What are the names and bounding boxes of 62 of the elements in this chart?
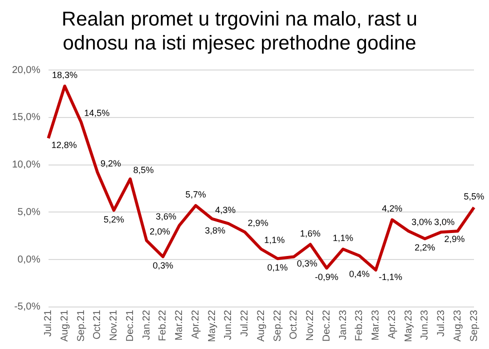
data-label: 3,0% — [412, 217, 432, 228]
x-tick-label: Feb.22 — [158, 310, 169, 342]
data-label: 18,3% — [52, 70, 78, 80]
data-label: 1,1% — [264, 235, 285, 246]
x-tick-label: Sep.23 — [468, 310, 480, 342]
data-label: 12,8% — [51, 140, 77, 150]
data-label: 5,2% — [104, 214, 124, 224]
x-tick-label: Jun.22 — [223, 310, 234, 340]
x-tick-label: Sep.22 — [272, 310, 284, 342]
x-tick-label: Jan.23 — [338, 310, 349, 340]
data-label: 14,5% — [84, 108, 110, 118]
x-tick-label: Jul.21 — [43, 310, 54, 337]
x-tick-label: Sep.21 — [76, 310, 87, 342]
data-label: 2,2% — [414, 242, 436, 253]
x-tick-label: Aug.22 — [256, 310, 267, 342]
data-label: 4,3% — [215, 204, 236, 215]
x-tick-label: Oct.21 — [92, 310, 104, 340]
x-tick-label: Nov.21 — [108, 310, 120, 341]
data-label: 3,8% — [204, 226, 226, 236]
y-tick-label: 10,0% — [12, 160, 40, 171]
data-label: 9,2% — [100, 158, 121, 168]
x-tick-label: Feb.23 — [354, 310, 366, 342]
y-tick-label: -5,0% — [14, 302, 40, 313]
x-tick-label: Apr.23 — [386, 310, 398, 339]
x-tick-label: Aug.21 — [59, 310, 70, 342]
text: odnosu na isti mjesec prethodne godine — [62, 32, 416, 55]
text: Realan promet u trgovini na malo, rast u — [62, 8, 418, 31]
x-tick-label: Nov.22 — [305, 310, 316, 341]
x-tick-label: May.23 — [403, 310, 414, 342]
x-tick-label: Aug.23 — [452, 310, 464, 342]
data-label: 1,1% — [332, 233, 354, 244]
x-tick-label: Mar.22 — [174, 310, 186, 341]
y-tick-label: 0,0% — [18, 254, 40, 266]
x-tick-label: Jan.22 — [141, 310, 152, 340]
data-label: 2,9% — [248, 218, 268, 228]
data-label: 2,0% — [150, 226, 170, 237]
x-tick-label: May.22 — [206, 310, 218, 342]
x-tick-label: Oct.22 — [288, 310, 300, 340]
x-tick-label: Dec.21 — [124, 310, 136, 342]
x-tick-label: Jul.23 — [436, 310, 448, 337]
y-tick-label: 20,0% — [12, 64, 40, 76]
data-label: 0,1% — [267, 262, 288, 273]
data-label: 5,7% — [185, 190, 206, 200]
data-label: 0,4% — [349, 268, 370, 279]
x-tick-label: Apr.22 — [190, 310, 202, 339]
data-label: 0,3% — [152, 260, 174, 271]
data-label: 0,3% — [296, 258, 318, 269]
data-label: 4,2% — [382, 204, 402, 214]
data-label: 8,5% — [133, 164, 154, 175]
data-label: 3,0% — [434, 217, 455, 228]
x-tick-label: Mar.23 — [370, 310, 382, 341]
data-label: 2,9% — [444, 234, 465, 244]
x-tick-label: Dec.22 — [321, 310, 332, 342]
x-tick-label: Jul.22 — [240, 310, 251, 337]
y-tick-label: 5,0% — [18, 206, 40, 218]
x-tick-label: Jun.23 — [420, 310, 431, 340]
data-label: -0,9% — [314, 272, 338, 282]
data-label: 3,6% — [156, 211, 176, 222]
data-label: 1,6% — [300, 228, 321, 238]
y-tick-label: 15,0% — [12, 112, 40, 124]
data-label: -1,1% — [378, 272, 402, 282]
data-label: 5,5% — [464, 191, 484, 202]
